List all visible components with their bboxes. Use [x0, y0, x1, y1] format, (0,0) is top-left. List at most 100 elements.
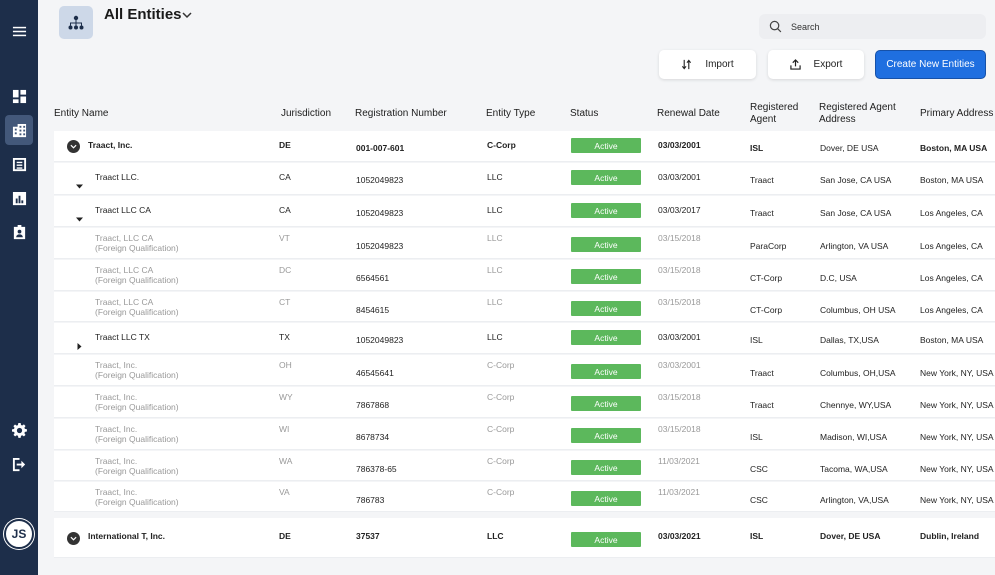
primary-address: Dublin, Ireland [920, 531, 980, 541]
search-input[interactable] [791, 21, 971, 32]
export-button[interactable]: Export [768, 50, 864, 79]
col-jurisdiction[interactable]: Jurisdiction [281, 108, 332, 119]
table-row[interactable]: Traact, Inc. DE 001-007-601 C-Corp Active 03/… [54, 131, 995, 162]
table-row[interactable]: International T, Inc. DE 37537 LLC Active 03/… [54, 518, 995, 558]
jurisdiction: DC [279, 265, 292, 275]
table-row[interactable]: Traact, LLC CA (Foreign Qualification) CT 8… [54, 292, 995, 322]
col-registered-agent-address[interactable]: Registered Agent Address [819, 102, 896, 125]
primary-address: New York, NY, USA [920, 495, 994, 505]
col-status[interactable]: Status [570, 108, 599, 119]
status-badge: Active [571, 138, 641, 153]
export-label: Export [813, 59, 843, 70]
table-row[interactable]: Traact, LLC CA (Foreign Qualification) DC 6… [54, 260, 995, 291]
table-row[interactable]: Traact, Inc. (Foreign Qualification) WI 867… [54, 419, 995, 450]
entity-qualification: (Foreign Qualification) [95, 243, 179, 253]
entity-name: Traact, Inc. [88, 140, 133, 150]
registration-number: 6564561 [356, 273, 390, 283]
registered-agent: CSC [750, 495, 768, 505]
registration-number: 1052049823 [356, 335, 404, 345]
table-row[interactable]: Traact LLC. CA 1052049823 LLC Active 03/03/20… [54, 163, 995, 195]
entity-name: International T, Inc. [88, 531, 165, 541]
entity-qualification: (Foreign Qualification) [95, 434, 179, 444]
table-row[interactable]: Traact, Inc. (Foreign Qualification) WY 786… [54, 387, 995, 418]
registered-agent-address: Dallas, TX,USA [820, 335, 879, 345]
primary-address: Boston, MA USA [920, 143, 988, 153]
settings-icon[interactable] [6, 417, 32, 443]
entity-type: C-Corp [487, 140, 516, 150]
entity-type: LLC [487, 531, 504, 541]
page-title[interactable]: All Entities [104, 6, 182, 23]
entity-type: LLC [487, 205, 503, 215]
status-badge: Active [571, 203, 641, 218]
logout-icon[interactable] [6, 451, 32, 477]
renewal-date: 11/03/2021 [658, 456, 700, 466]
col-registered-agent[interactable]: Registered Agent [750, 102, 799, 125]
contacts-icon[interactable] [6, 219, 32, 245]
entity-name: Traact, Inc. [95, 456, 138, 466]
col-renewal-date[interactable]: Renewal Date [657, 108, 720, 119]
primary-address: New York, NY, USA [920, 400, 994, 410]
entity-name: Traact, Inc. [95, 487, 138, 497]
reports-icon[interactable] [6, 185, 32, 211]
registered-agent-address: San Jose, CA USA [820, 208, 892, 218]
caret-right-icon[interactable] [76, 337, 83, 350]
registration-number: 001-007-601 [356, 143, 405, 153]
col-entity-name[interactable]: Entity Name [54, 108, 109, 119]
entity-name: Traact, Inc. [95, 392, 138, 402]
renewal-date: 03/03/2021 [658, 531, 701, 541]
status-badge: Active [571, 301, 641, 316]
entities-icon[interactable] [5, 115, 33, 145]
primary-address: New York, NY, USA [920, 464, 994, 474]
jurisdiction: VT [279, 233, 290, 243]
create-label: Create New Entities [886, 59, 975, 70]
table-row[interactable]: Traact, LLC CA (Foreign Qualification) VT 1… [54, 228, 995, 259]
entity-name: Traact LLC CA [95, 205, 151, 215]
list-icon[interactable] [6, 151, 32, 177]
status-badge: Active [571, 532, 641, 547]
entity-type: C-Corp [487, 360, 515, 370]
entity-qualification: (Foreign Qualification) [95, 275, 179, 285]
sidebar: JS [0, 0, 38, 575]
collapse-toggle-icon[interactable] [67, 532, 80, 545]
jurisdiction: VA [279, 487, 290, 497]
registered-agent-address: Columbus, OH,USA [820, 368, 896, 378]
col-primary-address[interactable]: Primary Address [920, 108, 994, 119]
jurisdiction: OH [279, 360, 292, 370]
caret-down-icon[interactable] [76, 177, 83, 189]
registration-number: 786378-65 [356, 464, 397, 474]
org-chart-icon [68, 15, 84, 29]
status-badge: Active [571, 428, 641, 443]
registered-agent: ParaCorp [750, 241, 787, 251]
col-registration-number[interactable]: Registration Number [355, 108, 447, 119]
registered-agent: ISL [750, 335, 763, 345]
table-row[interactable]: Traact, Inc. (Foreign Qualification) OH 465… [54, 355, 995, 386]
import-button[interactable]: Import [659, 50, 756, 79]
entity-type: LLC [487, 332, 503, 342]
table-row[interactable]: Traact, Inc. (Foreign Qualification) VA 786… [54, 482, 995, 512]
registered-agent-address: Dover, DE USA [820, 143, 879, 153]
registered-agent-address: D.C, USA [820, 273, 857, 283]
create-new-entities-button[interactable]: Create New Entities [875, 50, 986, 79]
entity-type: C-Corp [487, 487, 515, 497]
avatar[interactable]: JS [4, 519, 34, 549]
caret-down-icon[interactable] [76, 210, 83, 222]
collapse-toggle-icon[interactable] [67, 140, 80, 153]
registered-agent-address: Columbus, OH USA [820, 305, 896, 315]
menu-icon[interactable] [6, 18, 32, 44]
table-row[interactable]: Traact LLC TX TX 1052049823 LLC Active 03/03/… [54, 323, 995, 354]
search-box[interactable] [759, 14, 986, 39]
chevron-down-icon[interactable] [182, 11, 192, 19]
table-row[interactable]: Traact LLC CA CA 1052049823 LLC Active 03/03/… [54, 196, 995, 227]
table-row[interactable]: Traact, Inc. (Foreign Qualification) WA 786… [54, 451, 995, 481]
registered-agent: ISL [750, 432, 763, 442]
registration-number: 8678734 [356, 432, 390, 442]
registered-agent: Traact [750, 208, 774, 218]
col-entity-type[interactable]: Entity Type [486, 108, 536, 119]
dashboard-icon[interactable] [6, 83, 32, 109]
entity-qualification: (Foreign Qualification) [95, 307, 179, 317]
registered-agent-address: Arlington, VA USA [820, 241, 889, 251]
entity-qualification: (Foreign Qualification) [95, 402, 179, 412]
import-icon [682, 59, 692, 70]
registered-agent-address: Arlington, VA,USA [820, 495, 889, 505]
entity-name: Traact, Inc. [95, 424, 138, 434]
